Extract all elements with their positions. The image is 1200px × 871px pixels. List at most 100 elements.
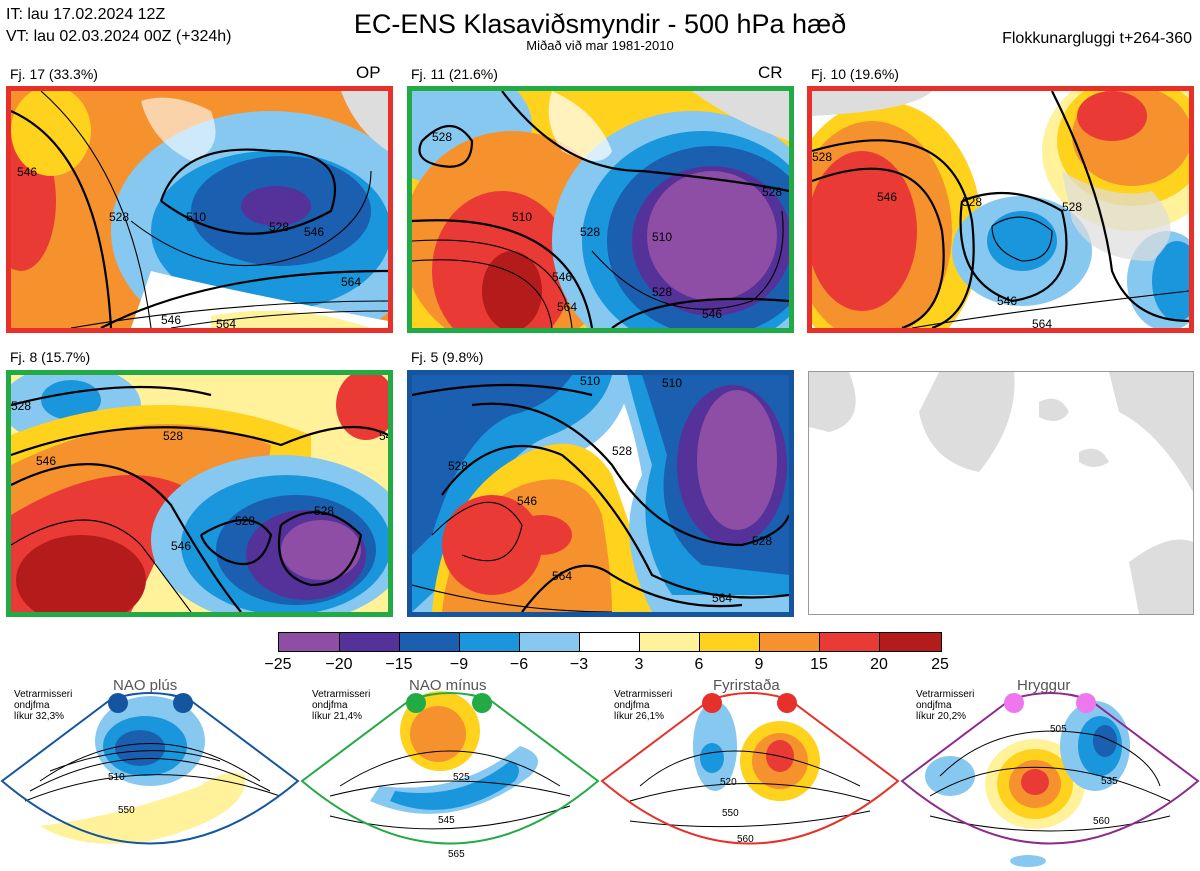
regime-blocking[interactable]: 520 550 560 Fyrirstaða Vetrarmisseri ondj… (600, 676, 900, 871)
cluster-panel-5[interactable]: 510 528 546 528 564 564 528 510 (407, 370, 794, 617)
panel-4-contour-label: 528 (235, 514, 255, 528)
regime-ridge-map: 505 535 560 (900, 692, 1200, 867)
regime-blocking-title: Fyrirstaða (713, 677, 780, 694)
panel-3-contour-label: 528 (1062, 200, 1082, 214)
regime-blocking-contour: 550 (722, 808, 739, 819)
valid-time: VT: lau 02.03.2024 00Z (+324h) (6, 28, 232, 45)
panel-5-contour-label: 528 (752, 534, 772, 548)
panel-1-contour-label: 528 (109, 210, 129, 224)
regime-blocking-note: Vetrarmisseri ondjfma líkur 26,1% (614, 689, 673, 722)
colorbar-tick: −3 (569, 656, 589, 673)
regime-nao-minus-note: Vetrarmisseri ondjfma líkur 21,4% (312, 689, 371, 722)
initial-time: IT: lau 17.02.2024 12Z (6, 6, 166, 23)
panel-3-contour-label: 528 (962, 195, 982, 209)
regime-blocking-map: 520 550 560 (600, 692, 900, 845)
classification-window: Flokkunargluggi t+264-360 (1002, 30, 1192, 47)
regime-nao-minus-title: NAO mínus (409, 677, 487, 694)
regime-ridge-title: Hryggur (1017, 677, 1071, 694)
regime-nao-plus-title: NAO plús (113, 677, 178, 694)
panel-5-contour-label: 510 (580, 375, 600, 388)
panel-2-contour-label: 528 (580, 225, 600, 239)
panel-3-contour-label: 546 (997, 294, 1017, 308)
panel-3-contour-label: 546 (877, 190, 897, 204)
regime-nao-minus-contour: 545 (438, 815, 455, 826)
colorbar-cell (639, 632, 700, 652)
panel-1-label: Fj. 17 (33.3%) (10, 66, 98, 82)
regime-nao-minus[interactable]: 525 545 565 NAO mínus Vetrarmisseri ondjf… (300, 676, 600, 871)
panel-4-contour-label: 528 (163, 429, 183, 443)
page-subtitle: Miðað við mar 1981-2010 (526, 38, 674, 53)
cluster-panel-2[interactable]: 528 510 528 510 546 564 528 546 528 (407, 86, 794, 333)
panel-5-map: 510 528 546 528 564 564 528 510 (412, 375, 789, 612)
panel-1-contour-label: 564 (216, 317, 236, 328)
panel-3-map: 528 546 528 546 564 528 (812, 91, 1189, 328)
panel-5-contour-label: 564 (712, 591, 732, 605)
panel-1-map: 546 528 510 528 546 564 546 564 (11, 91, 388, 328)
regime-ridge[interactable]: 505 535 560 Hryggur Vetrarmisseri ondjfma… (900, 676, 1200, 871)
colorbar-tick: 9 (754, 656, 764, 673)
panel-2-label: Fj. 11 (21.6%) (411, 66, 498, 82)
panel-1-contour-label: 564 (341, 275, 361, 289)
colorbar-cell (699, 632, 760, 652)
cluster-panel-1[interactable]: 546 528 510 528 546 564 546 564 (6, 86, 393, 333)
regime-ridge-marker (1004, 693, 1024, 713)
regime-ridge-marker (1076, 693, 1096, 713)
regime-blocking-contour: 560 (737, 834, 754, 845)
regime-nao-plus-contour: 550 (118, 805, 135, 816)
panel-2-map: 528 510 528 510 546 564 528 546 528 (412, 91, 789, 328)
regime-blocking-marker (702, 693, 722, 713)
panel-4-contour-label: 528 (314, 504, 334, 518)
colorbar-cell (579, 632, 640, 652)
colorbar-cell (879, 632, 942, 652)
panel-3-label: Fj. 10 (19.6%) (811, 66, 899, 82)
regime-nao-plus[interactable]: 510 550 NAO plús Vetrarmisseri ondjfma lík… (0, 676, 300, 871)
colorbar-cell (399, 632, 460, 652)
panel-2-contour-label: 564 (557, 300, 577, 314)
regime-blocking-contour: 520 (720, 777, 737, 788)
panel-4-map: 528 546 528 528 546 528 546 (11, 375, 388, 612)
panel-1-contour-label: 546 (304, 225, 324, 239)
panel-4-contour-label: 546 (171, 539, 191, 553)
colorbar-tick: −20 (325, 656, 353, 673)
regime-nao-minus-marker (406, 693, 426, 713)
panel-1-contour-label: 546 (161, 313, 181, 327)
colorbar-cell (819, 632, 880, 652)
panel-2-tag: CR (758, 63, 783, 82)
regime-blocking-marker (777, 693, 797, 713)
panel-4-contour-label: 528 (11, 399, 31, 413)
regime-nao-plus-marker (173, 693, 193, 713)
panel-1-contour-label: 528 (269, 220, 289, 234)
colorbar-tick: 20 (870, 656, 888, 673)
regime-nao-plus-contour: 510 (108, 772, 125, 783)
base-map-panel (808, 371, 1194, 615)
panel-3-contour-label: 528 (812, 150, 832, 164)
colorbar-tick: −15 (385, 656, 413, 673)
colorbar-tick: −25 (264, 656, 292, 673)
panel-5-contour-label: 528 (612, 444, 632, 458)
panel-2-contour-label: 528 (762, 185, 782, 199)
colorbar-cell (519, 632, 580, 652)
panel-2-contour-label: 528 (652, 285, 672, 299)
colorbar-cell (339, 632, 400, 652)
regime-ridge-contour: 535 (1101, 776, 1118, 787)
panel-5-contour-label: 510 (662, 376, 682, 390)
panel-2-contour-label: 546 (552, 270, 572, 284)
cluster-panel-3[interactable]: 528 546 528 546 564 528 (807, 86, 1194, 333)
cluster-panel-4[interactable]: 528 546 528 528 546 528 546 (6, 370, 393, 617)
colorbar-cell (759, 632, 820, 652)
panel-5-contour-label: 564 (552, 569, 572, 583)
regime-nao-plus-map: 510 550 (0, 692, 300, 845)
colorbar-tick: −6 (509, 656, 529, 673)
panel-1-contour-label: 510 (186, 210, 206, 224)
colorbar-tick: 6 (694, 656, 704, 673)
regime-ridge-note: Vetrarmisseri ondjfma líkur 20,2% (916, 689, 975, 722)
regime-ridge-contour: 560 (1093, 816, 1110, 827)
colorbar-tick: 15 (810, 656, 828, 673)
colorbar-cell (278, 632, 340, 652)
panel-5-label: Fj. 5 (9.8%) (411, 349, 484, 365)
header-times: IT: lau 17.02.2024 12Z VT: lau 02.03.202… (6, 4, 232, 48)
panel-4-contour-label: 546 (379, 429, 388, 443)
colorbar-tick: 25 (931, 656, 949, 673)
panel-2-contour-label: 528 (432, 130, 452, 144)
regime-nao-minus-contour: 525 (453, 772, 470, 783)
